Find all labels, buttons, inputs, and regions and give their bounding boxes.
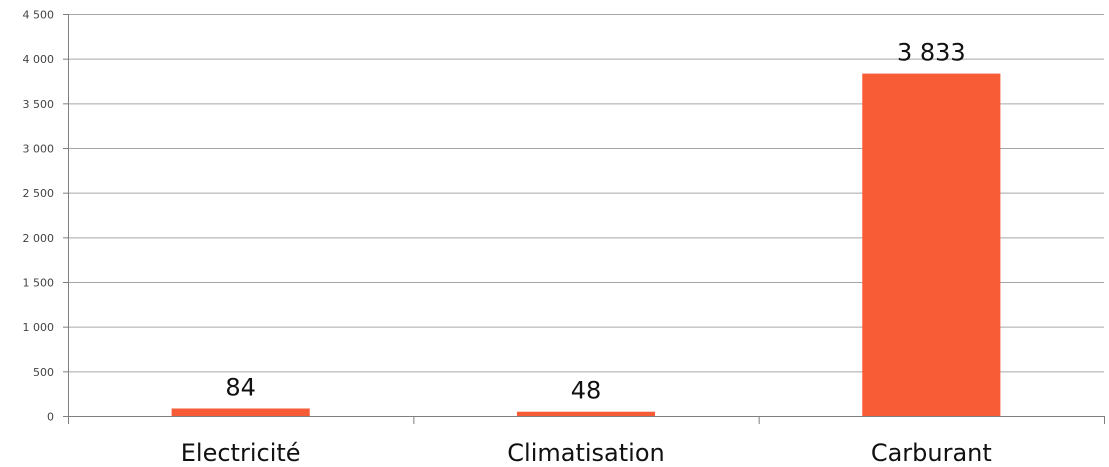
y-tick-label: 2 500: [23, 187, 55, 200]
x-category-label: Carburant: [871, 439, 992, 467]
y-tick-label: 3 000: [23, 143, 55, 156]
data-label: 3 833: [897, 39, 966, 67]
y-tick-label: 4 000: [23, 53, 55, 66]
data-label: 48: [571, 377, 602, 405]
y-tick-label: 4 500: [23, 9, 55, 22]
y-tick-label: 2 000: [23, 232, 55, 245]
y-tick-label: 0: [47, 411, 54, 424]
x-category-label: Electricité: [181, 439, 301, 467]
x-category-label: Climatisation: [507, 439, 664, 467]
bar: [862, 73, 1001, 417]
y-tick-label: 1 500: [23, 277, 55, 290]
labels: 0 500 1 000 1 500 2 000 2 500 3 000 3 500 4 000 4…: [23, 9, 992, 467]
y-tick-label: 500: [33, 366, 54, 379]
gridlines: [68, 14, 1104, 373]
bar: [516, 411, 656, 416]
axes: [63, 14, 1105, 424]
y-tick-label: 3 500: [23, 98, 55, 111]
y-tick-label: 1 000: [23, 321, 55, 334]
bar: [171, 408, 310, 416]
bars: [171, 73, 1001, 417]
data-label: 84: [225, 373, 256, 401]
